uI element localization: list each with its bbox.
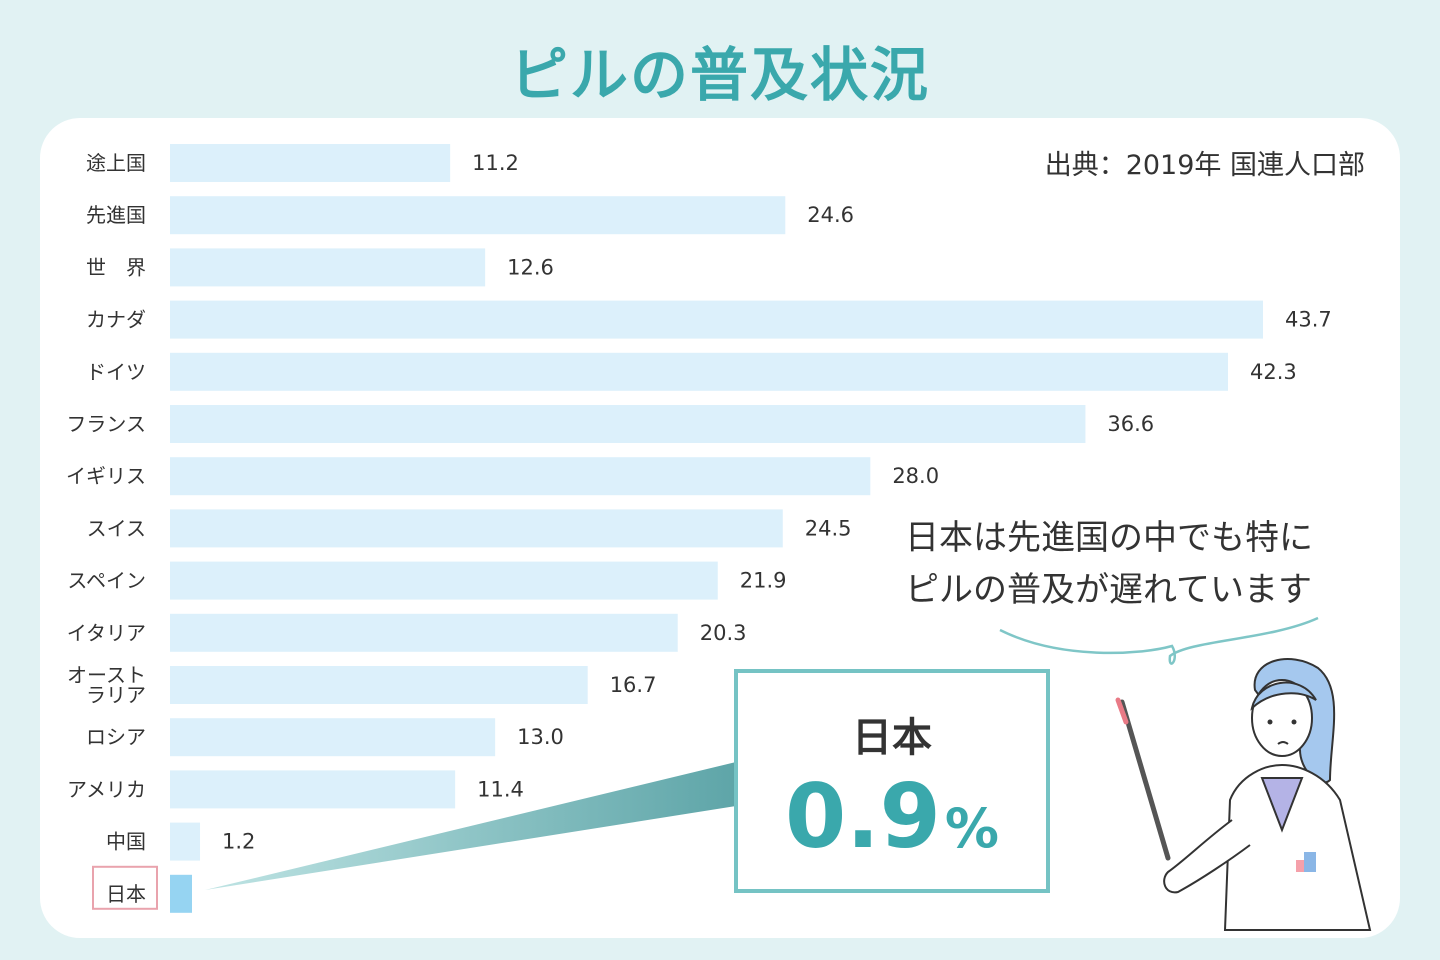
value-label-3: 43.7 bbox=[1285, 308, 1332, 332]
category-label-11: ロシア bbox=[86, 725, 146, 749]
value-label-6: 28.0 bbox=[892, 464, 939, 488]
value-label-8: 21.9 bbox=[740, 569, 787, 593]
bar-11 bbox=[170, 718, 496, 757]
value-label-10: 16.7 bbox=[610, 673, 657, 697]
category-label-12: アメリカ bbox=[67, 777, 146, 801]
japan-callout: 日本 0.9% bbox=[734, 669, 1050, 893]
chart-title: ピルの普及状況 bbox=[509, 41, 930, 109]
value-label-1: 24.6 bbox=[807, 203, 854, 227]
value-label-7: 24.5 bbox=[805, 516, 852, 540]
bar-10 bbox=[170, 666, 588, 704]
value-label-13: 1.2 bbox=[222, 830, 255, 854]
bar-8 bbox=[170, 561, 718, 600]
bar-6 bbox=[170, 457, 871, 496]
speech-swoosh bbox=[999, 616, 1319, 665]
category-label-10: オーストラリア bbox=[67, 663, 146, 707]
speech-line-2: ピルの普及が遅れています bbox=[905, 570, 1312, 610]
speech-bubble: 日本は先進国の中でも特に ピルの普及が遅れています bbox=[905, 512, 1385, 616]
callout-pointer bbox=[205, 762, 736, 890]
bar-13 bbox=[170, 822, 201, 861]
value-label-11: 13.0 bbox=[517, 725, 564, 749]
source-note: 出典：2019年 国連人口部 bbox=[1044, 150, 1365, 181]
bar-7 bbox=[170, 509, 783, 548]
category-label-14: 日本 bbox=[106, 882, 146, 906]
value-label-5: 36.6 bbox=[1107, 412, 1154, 436]
highlight-box bbox=[92, 865, 158, 910]
category-label-7: スイス bbox=[87, 516, 146, 540]
speech-line-1: 日本は先進国の中でも特に bbox=[905, 518, 1313, 558]
category-label-0: 途上国 bbox=[86, 151, 146, 175]
value-label-12: 11.4 bbox=[477, 777, 524, 801]
category-label-3: カナダ bbox=[86, 308, 146, 332]
value-label-4: 42.3 bbox=[1250, 360, 1297, 384]
category-label-6: イギリス bbox=[66, 464, 146, 488]
callout-unit: % bbox=[944, 797, 999, 860]
bar-4 bbox=[170, 352, 1228, 391]
bar-12 bbox=[170, 770, 456, 809]
value-label-9: 20.3 bbox=[700, 621, 747, 645]
category-label-1: 先進国 bbox=[86, 203, 146, 227]
callout-value: 0.9% bbox=[738, 769, 1046, 877]
bar-9 bbox=[170, 613, 678, 652]
bar-0 bbox=[170, 144, 451, 182]
callout-label: 日本 bbox=[852, 715, 932, 761]
category-label-13: 中国 bbox=[106, 830, 146, 854]
bar-5 bbox=[170, 405, 1086, 443]
callout-number: 0.9 bbox=[785, 765, 941, 868]
value-label-0: 11.2 bbox=[472, 151, 519, 175]
category-label-4: ドイツ bbox=[86, 360, 146, 384]
category-label-2: 世 界 bbox=[86, 255, 146, 279]
bar-14 bbox=[170, 874, 192, 913]
category-label-5: フランス bbox=[66, 412, 146, 436]
value-label-2: 12.6 bbox=[507, 255, 554, 279]
bar-1 bbox=[170, 196, 786, 235]
teacher-illustration bbox=[999, 616, 1372, 931]
category-label-8: スペイン bbox=[67, 569, 146, 593]
category-label-9: イタリア bbox=[67, 621, 146, 645]
bar-3 bbox=[170, 300, 1263, 339]
bar-2 bbox=[170, 248, 486, 287]
pointer-stick bbox=[1119, 699, 1171, 861]
